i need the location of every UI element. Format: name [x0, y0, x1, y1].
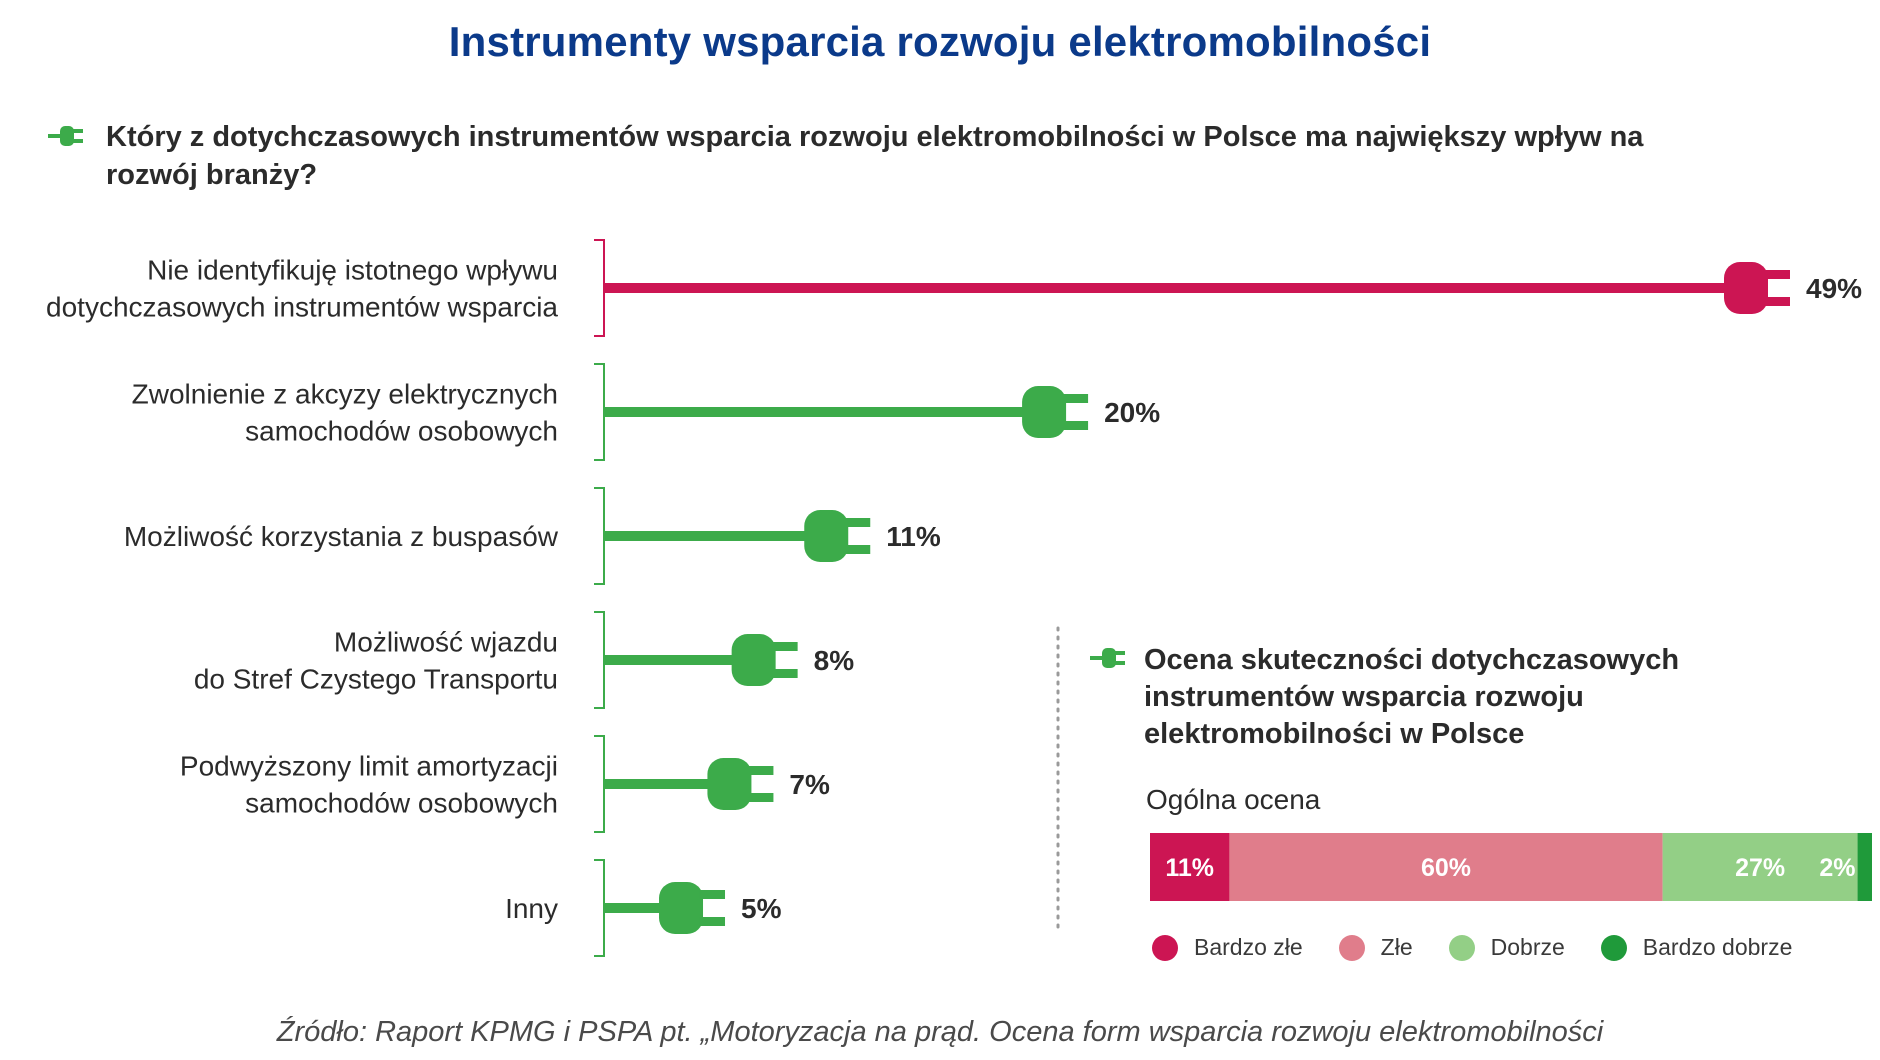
bar	[604, 903, 666, 913]
legend-label: Bardzo dobrze	[1642, 934, 1793, 960]
legend-label: Bardzo złe	[1194, 934, 1303, 960]
plug-icon	[804, 510, 849, 562]
legend-swatch	[1600, 934, 1627, 961]
value-label: 5%	[741, 893, 782, 924]
plug-bullet-icon	[48, 126, 83, 146]
legend-item-dobrze: Dobrze	[1448, 934, 1565, 961]
chart-title: Instrumenty wsparcia rozwoju elektromobi…	[448, 18, 1432, 65]
category-label: Możliwość wjazdu	[334, 627, 558, 658]
bar	[604, 779, 714, 789]
legend-label: Złe	[1380, 934, 1413, 960]
segment-label: 2%	[1819, 854, 1855, 882]
plug-prong	[844, 518, 871, 527]
stacked-segment	[1229, 833, 1663, 901]
plug-prong	[771, 669, 798, 678]
row-bracket	[594, 487, 605, 585]
plug-prong	[1764, 270, 1790, 279]
value-label: 7%	[789, 769, 830, 800]
category-label: samochodów osobowych	[245, 788, 558, 819]
subpanel-title-line: instrumentów wsparcia rozwoju	[1144, 681, 1584, 713]
plug-prong	[1062, 394, 1089, 403]
legend-item-bardzo-zle: Bardzo złe	[1152, 934, 1303, 961]
bar	[604, 407, 1029, 417]
source-note: Źródło: Raport KPMG i PSPA pt. „Motoryza…	[276, 1016, 1604, 1048]
plug-icon	[1724, 262, 1768, 314]
plug-bullet-icon	[1090, 648, 1125, 668]
segment-label: 27%	[1735, 854, 1785, 882]
bar	[604, 655, 738, 665]
plug-icon	[659, 882, 704, 934]
plug-icon	[731, 634, 776, 686]
plug-icon	[1022, 386, 1067, 438]
segment-label: 60%	[1421, 854, 1471, 882]
subpanel-title-line: elektromobilności w Polsce	[1144, 718, 1525, 750]
stacked-segment	[1857, 833, 1872, 901]
plug-prong	[1062, 421, 1089, 430]
legend-swatch	[1338, 934, 1365, 961]
legend-swatch	[1448, 934, 1475, 961]
plug-icon	[707, 758, 752, 810]
plug-prong	[1764, 297, 1790, 306]
stacked-segment	[1150, 833, 1230, 901]
row-bracket	[594, 735, 605, 833]
plug-prong	[771, 642, 798, 651]
subpanel-title-line: Ocena skuteczności dotychczasowych	[1144, 644, 1680, 676]
legend-item-zle: Złe	[1338, 934, 1413, 961]
category-label: samochodów osobowych	[245, 416, 558, 447]
value-label: 8%	[814, 645, 855, 676]
stacked-segment	[1662, 833, 1858, 901]
plug-prong	[844, 545, 871, 554]
legend-label: Dobrze	[1490, 934, 1565, 960]
value-label: 11%	[886, 521, 941, 552]
category-label: Możliwość korzystania z buspasów	[124, 521, 559, 552]
category-label: dotychczasowych instrumentów wsparcia	[46, 292, 558, 323]
plug-prong	[747, 766, 774, 775]
row-bracket	[594, 611, 605, 709]
legend-item-bardzo-dobrze: Bardzo dobrze	[1600, 934, 1793, 961]
value-label: 20%	[1104, 397, 1160, 428]
category-label: Zwolnienie z akcyzy elektrycznych	[132, 379, 558, 410]
bar	[604, 283, 1730, 293]
row-bracket	[594, 859, 605, 957]
question-text: Który z dotychczasowych instrumentów wsp…	[106, 121, 1644, 191]
row-bracket	[594, 363, 605, 461]
plug-prong	[747, 793, 774, 802]
category-label: Inny	[505, 893, 558, 924]
question-heading: Który z dotychczasowych instrumentów wsp…	[48, 118, 1688, 194]
bar	[604, 531, 811, 541]
row-bracket	[594, 239, 605, 337]
overall-rating-label: Ogólna ocena	[1146, 784, 1321, 815]
plug-prong	[699, 890, 726, 899]
segment-label: 11%	[1165, 854, 1214, 882]
plug-prong	[699, 917, 726, 926]
value-label: 49%	[1806, 273, 1862, 304]
subpanel-title: Ocena skuteczności dotychczasowych instr…	[1090, 642, 1850, 753]
category-label: do Stref Czystego Transportu	[194, 664, 558, 695]
horizontal-bar-chart: Nie identyfikuję istotnego wpływu dotychc…	[46, 239, 1872, 957]
category-label: Nie identyfikuję istotnego wpływu	[147, 255, 558, 286]
legend: Bardzo złe Złe Dobrze Bardzo dobrze	[1152, 934, 1792, 961]
category-label: Podwyższony limit amortyzacji	[180, 751, 558, 782]
legend-swatch	[1152, 934, 1178, 961]
